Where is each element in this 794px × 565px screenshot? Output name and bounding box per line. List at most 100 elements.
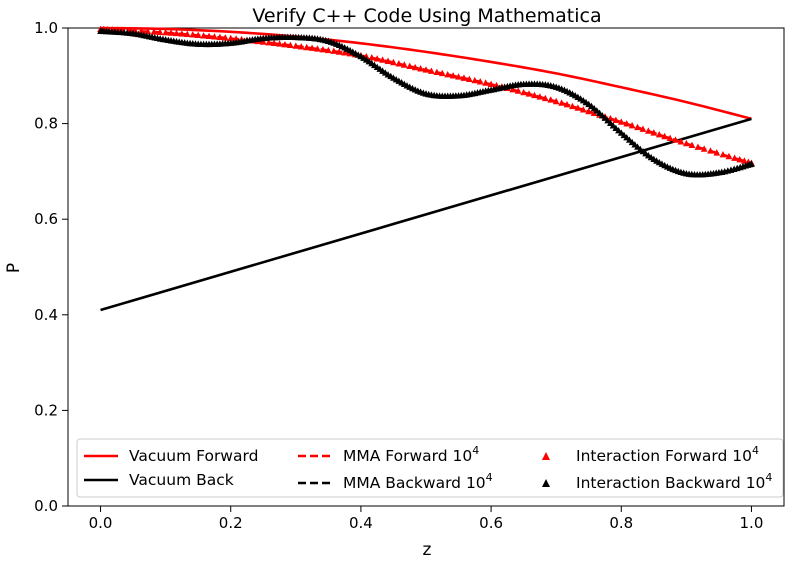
marker-point bbox=[368, 54, 376, 61]
marker-point bbox=[585, 107, 593, 115]
marker-point bbox=[433, 68, 441, 76]
marker-point bbox=[406, 62, 414, 69]
marker-point bbox=[178, 30, 186, 37]
legend-label-mma-forward-main: MMA Forward 10 bbox=[343, 447, 472, 465]
y-tick-label: 0.0 bbox=[34, 497, 58, 515]
legend-label-interaction-backward-exp: 4 bbox=[765, 471, 772, 484]
marker-point bbox=[422, 66, 430, 73]
legend-label-mma-backward: MMA Backward 104 bbox=[343, 471, 493, 492]
marker-point bbox=[417, 65, 424, 72]
marker-point bbox=[156, 28, 164, 36]
marker-point bbox=[487, 80, 495, 88]
marker-point bbox=[314, 45, 321, 52]
legend-label-vacuum-back: Vacuum Back bbox=[129, 471, 234, 489]
marker-point bbox=[455, 73, 462, 80]
y-axis: 0.0 0.2 0.4 0.6 0.8 1.0 bbox=[34, 19, 68, 515]
marker-point bbox=[736, 155, 744, 163]
marker-point bbox=[644, 127, 652, 134]
marker-point bbox=[558, 99, 566, 106]
marker-point bbox=[281, 40, 289, 48]
marker-point bbox=[390, 58, 397, 66]
marker-point bbox=[531, 91, 538, 99]
chart-title: Verify C++ Code Using Mathematica bbox=[252, 5, 601, 27]
legend-box bbox=[76, 438, 784, 498]
marker-point bbox=[563, 101, 571, 108]
marker-point bbox=[259, 38, 267, 45]
x-tick-label: 0.8 bbox=[609, 514, 633, 532]
marker-point bbox=[536, 93, 544, 100]
marker-point bbox=[292, 42, 300, 49]
plot-area bbox=[67, 27, 785, 507]
marker-point bbox=[541, 94, 549, 102]
y-tick-label: 1.0 bbox=[34, 19, 58, 37]
marker-point bbox=[144, 27, 152, 35]
marker-point bbox=[694, 143, 702, 150]
marker-point bbox=[205, 32, 213, 39]
marker-point bbox=[471, 76, 479, 84]
marker-point bbox=[476, 78, 484, 85]
legend-label-mma-forward: MMA Forward 104 bbox=[343, 444, 479, 465]
legend-label-interaction-forward: Interaction Forward 104 bbox=[576, 444, 759, 465]
marker-point bbox=[194, 31, 202, 38]
marker-point bbox=[189, 31, 197, 38]
marker-point bbox=[384, 57, 392, 64]
marker-point bbox=[719, 151, 727, 158]
y-tick-label: 0.4 bbox=[34, 306, 58, 324]
marker-point bbox=[438, 69, 446, 77]
x-tick-label: 1.0 bbox=[740, 514, 764, 532]
marker-point bbox=[373, 55, 381, 62]
marker-point bbox=[308, 44, 316, 51]
marker-point bbox=[227, 34, 235, 42]
marker-point bbox=[411, 63, 419, 71]
marker-point bbox=[574, 104, 582, 111]
marker-point bbox=[341, 49, 349, 56]
marker-point bbox=[444, 70, 452, 78]
x-tick-label: 0.0 bbox=[89, 514, 113, 532]
y-axis-label: P bbox=[4, 263, 24, 273]
marker-point bbox=[303, 43, 311, 51]
legend-label-mma-backward-main: MMA Backward 10 bbox=[343, 474, 486, 492]
marker-point bbox=[276, 40, 283, 47]
y-tick-label: 0.8 bbox=[34, 115, 58, 133]
marker-point bbox=[319, 45, 327, 53]
marker-point bbox=[731, 154, 738, 161]
marker-point bbox=[465, 75, 473, 83]
legend: Vacuum Forward Vacuum Back MMA Forward 1… bbox=[76, 438, 784, 498]
marker-point bbox=[579, 106, 587, 113]
legend-swatch-interaction-backward bbox=[542, 479, 550, 487]
legend-label-mma-forward-exp: 4 bbox=[472, 444, 479, 457]
marker-point bbox=[216, 33, 224, 41]
marker-point bbox=[700, 145, 708, 152]
marker-point bbox=[324, 46, 332, 54]
marker-point bbox=[713, 149, 721, 156]
marker-point bbox=[634, 123, 641, 131]
series-interaction-backward-10-4 bbox=[97, 27, 755, 178]
marker-point bbox=[655, 131, 663, 138]
marker-point bbox=[547, 96, 555, 103]
marker-point bbox=[617, 118, 625, 125]
legend-swatch-interaction-forward bbox=[542, 452, 550, 460]
marker-point bbox=[552, 97, 560, 105]
marker-point bbox=[725, 152, 733, 160]
marker-point bbox=[666, 134, 674, 142]
marker-point bbox=[740, 157, 748, 164]
marker-point bbox=[688, 141, 696, 149]
x-tick-label: 0.6 bbox=[479, 514, 503, 532]
marker-point bbox=[650, 129, 658, 136]
legend-label-interaction-forward-exp: 4 bbox=[752, 444, 759, 457]
marker-point bbox=[682, 139, 690, 147]
x-axis-label: z bbox=[423, 540, 432, 560]
legend-label-mma-backward-exp: 4 bbox=[486, 471, 493, 484]
y-tick-label: 0.6 bbox=[34, 210, 58, 228]
marker-point bbox=[211, 33, 218, 40]
series-line-vacuum-forward bbox=[100, 26, 752, 121]
marker-point bbox=[167, 29, 175, 36]
marker-point bbox=[748, 160, 755, 167]
legend-label-vacuum-forward: Vacuum Forward bbox=[129, 447, 258, 465]
y-tick-label: 0.2 bbox=[34, 401, 58, 419]
marker-point bbox=[379, 56, 387, 63]
x-axis: 0.0 0.2 0.4 0.6 0.8 1.0 bbox=[89, 506, 764, 532]
legend-label-interaction-backward: Interaction Backward 104 bbox=[576, 471, 772, 492]
marker-point bbox=[707, 147, 714, 154]
marker-point bbox=[330, 47, 338, 54]
